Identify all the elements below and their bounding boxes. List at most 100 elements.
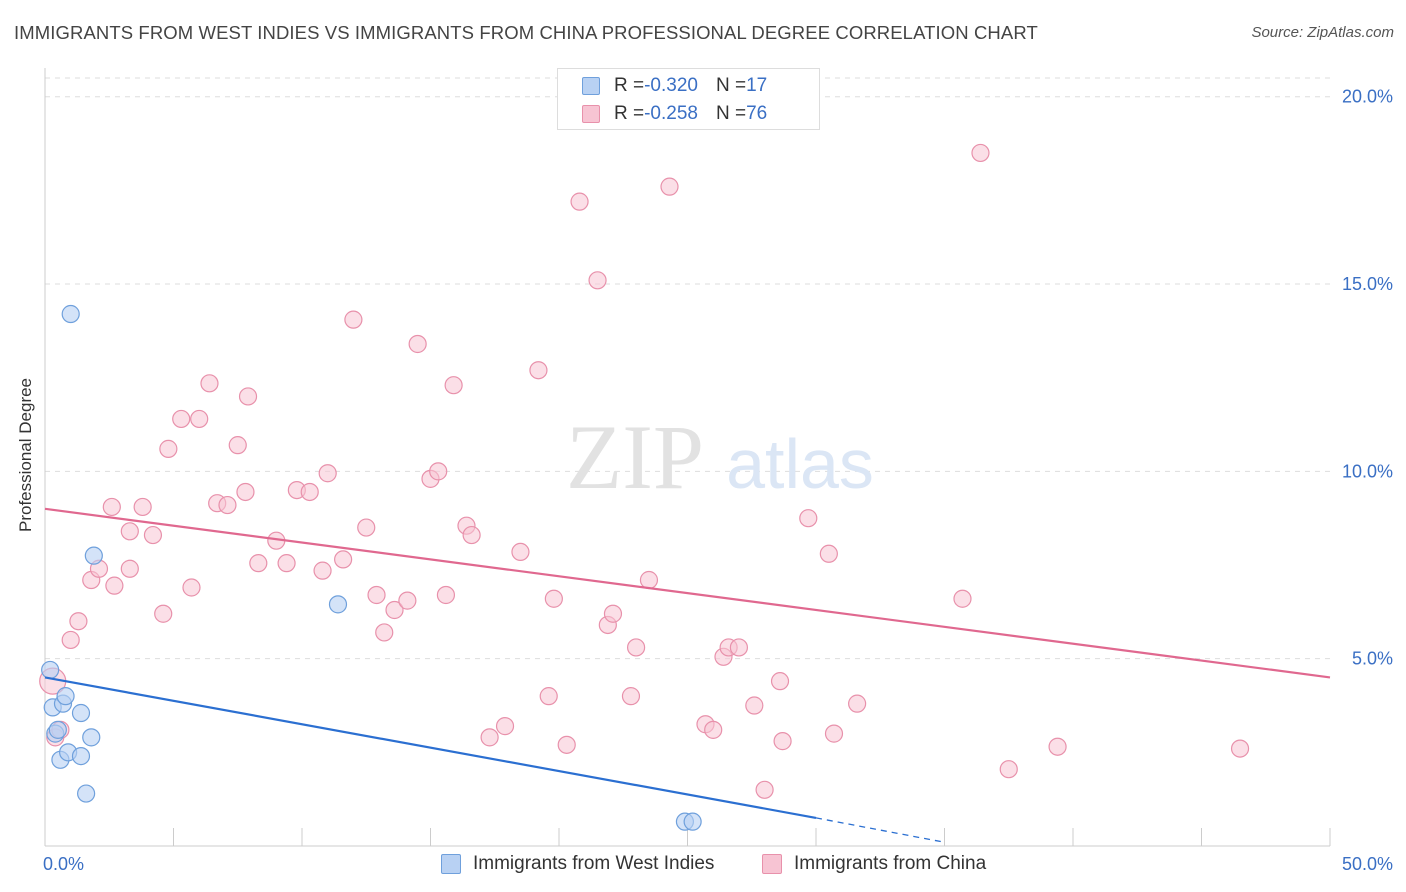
china-point [105,576,124,595]
china-point [313,561,332,580]
west-indies-point [328,595,348,614]
west-indies-point [61,304,80,324]
china-point [1048,737,1067,756]
china-point [462,525,481,545]
china-point [429,462,448,481]
west-indies-point [683,812,702,831]
legend-row-china: R = -0.258 N = 76 [582,100,767,128]
n-label: N = [715,103,747,124]
west-indies-point [71,746,91,766]
china-point [511,542,530,562]
chart-title: IMMIGRANTS FROM WEST INDIES VS IMMIGRANT… [14,22,1038,43]
legend-row-west-indies: R = -0.320 N = 17 [582,72,767,100]
china-point [228,436,247,455]
gridlines [45,77,1330,660]
china-point [357,518,376,537]
west-indies-point [41,660,60,680]
china-point [799,509,818,528]
china-point [544,589,563,608]
china-point [1230,739,1250,758]
china-point [621,687,641,706]
r-label: R = [614,103,645,124]
watermark-atlas: atlas [726,425,874,503]
china-point [69,612,88,631]
west-indies-legend-swatch [441,854,461,874]
china-point [334,550,353,569]
china-point [824,724,844,743]
china-swatch [582,105,600,123]
west-indies-point [84,546,103,565]
china-point [529,361,548,380]
west-indies-point [82,728,101,747]
china-point [367,585,386,605]
china-point [159,439,178,458]
china-point [300,482,319,502]
china-point [729,638,749,657]
china-point [971,143,990,163]
china-point [953,589,972,608]
y-tick-label: 20.0% [1342,87,1393,107]
west-indies-point [56,687,75,706]
n-value: 76 [746,103,768,124]
west-indies-legend-label: Immigrants from West Indies [473,853,715,874]
china-point [444,376,463,395]
watermark-zip: ZIP [566,406,704,508]
china-point [626,638,646,657]
china-point [570,192,589,211]
china-point [819,544,838,563]
china-point [557,735,576,754]
y-tick-label: 15.0% [1342,274,1393,294]
china-point [398,591,417,610]
china-point [172,409,191,429]
china-point [238,387,258,406]
x-tick-label: 0.0% [43,854,84,874]
correlation-legend: R = -0.320 N = 17 R = -0.258 N = 76 [557,68,820,130]
trend-lines [44,507,1331,843]
china-point [61,630,80,650]
china-point [848,694,867,713]
west-indies-points [41,304,702,831]
china-point [143,525,163,545]
r-value: -0.258 [644,103,698,124]
china-point [480,728,499,747]
china-point [120,559,139,578]
china-point [755,780,774,799]
y-tick-label: 5.0% [1352,649,1393,669]
china-point [218,495,237,515]
china-point [200,374,219,393]
tick-labels: 5.0% 10.0% 15.0% 20.0% 0.0% 50.0% [43,87,1393,874]
china-point [704,720,723,739]
china-point [603,604,623,623]
west-indies-trend-line [44,676,817,819]
china-point [154,604,173,623]
china-trend-line [44,507,1331,679]
china-point [120,522,139,541]
china-point [236,482,255,502]
china-points [39,143,1250,799]
west-indies-point [71,703,91,723]
west-indies-point [48,720,67,739]
west-indies-swatch [582,77,600,95]
china-point [133,497,152,517]
china-point [539,687,558,706]
china-point [249,554,268,573]
china-point [277,554,296,573]
x-tick-label: 50.0% [1342,854,1393,874]
china-point [344,310,363,329]
source-label: Source: ZipAtlas.com [1251,24,1394,41]
y-tick-label: 10.0% [1342,461,1393,481]
legend-item-west-indies: Immigrants from West Indies [441,851,714,877]
china-point [588,271,607,290]
n-value: 17 [746,75,768,96]
r-label: R = [614,75,645,96]
china-point [318,464,337,483]
axes [44,68,1331,847]
china-point [436,585,456,605]
china-point [495,717,515,736]
china-point [999,760,1018,779]
west-indies-trend-extension [815,817,945,843]
china-legend-swatch [762,854,782,874]
china-point [773,732,792,751]
china-legend-label: Immigrants from China [794,853,987,874]
china-point [770,672,790,691]
